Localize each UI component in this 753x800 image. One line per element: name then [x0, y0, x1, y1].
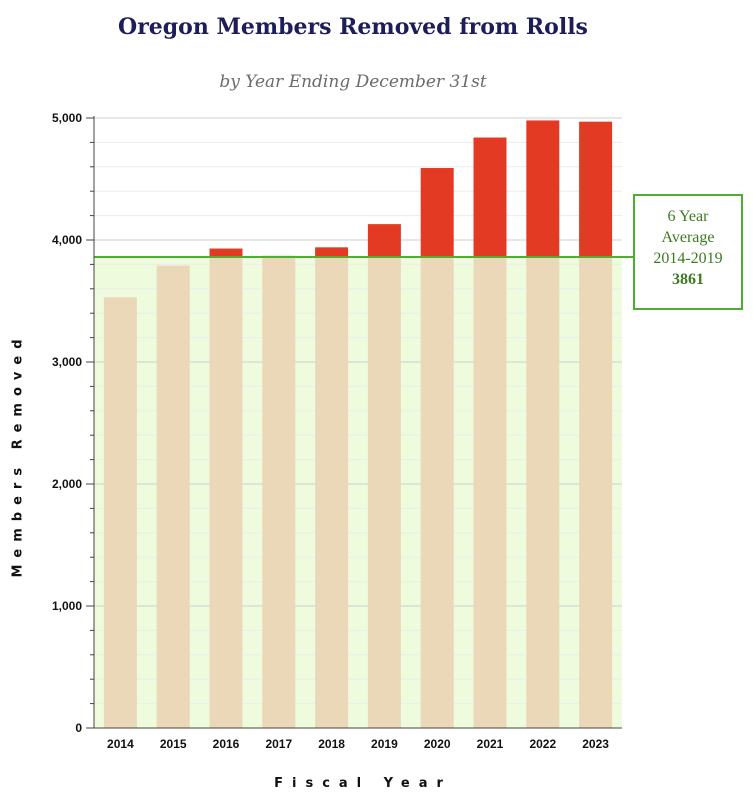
x-tick-label: 2019 [371, 737, 398, 751]
x-tick-label: 2020 [424, 737, 451, 751]
bar-above-average [420, 168, 454, 257]
y-tick-label: 4,000 [52, 233, 82, 247]
x-tick-label: 2023 [582, 737, 609, 751]
chart-title: Oregon Members Removed from Rolls [118, 14, 588, 40]
x-tick-label: 2022 [529, 737, 556, 751]
bar-below-average [209, 256, 243, 728]
bar-below-average [315, 256, 349, 728]
bar-above-average [526, 120, 560, 257]
average-label-line-3: 2014-2019 [653, 250, 723, 267]
y-tick-label: 5,000 [52, 111, 82, 125]
x-tick-label: 2021 [477, 737, 504, 751]
bars [103, 120, 613, 728]
bar-below-average [420, 256, 454, 728]
x-tick-label: 2018 [318, 737, 345, 751]
x-tick-label: 2014 [107, 737, 134, 751]
average-callout: 6 Year Average 2014-2019 3861 [633, 194, 743, 310]
y-tick-label: 1,000 [52, 599, 82, 613]
average-label-line-1: 6 Year [667, 208, 709, 225]
axes: 2014 2015 2016 2017 2018 2019 2020 2021 2022 2023… [52, 111, 633, 751]
bar-above-average [209, 248, 243, 257]
bar-below-average [156, 265, 190, 728]
bar-below-average [367, 256, 401, 728]
bar-above-average [473, 137, 507, 257]
bar-above-average [367, 224, 401, 257]
average-label-line-2: Average [661, 229, 715, 246]
x-tick-label: 2015 [160, 737, 187, 751]
y-tick-label: 3,000 [52, 355, 82, 369]
y-tick-label: 0 [75, 721, 82, 735]
x-tick-label: 2016 [213, 737, 240, 751]
bar-below-average [103, 297, 137, 728]
y-tick-label: 2,000 [52, 477, 82, 491]
bar-below-average [579, 256, 613, 728]
bar-above-average [315, 247, 349, 257]
bar-below-average [473, 256, 507, 728]
x-axis-label: Fiscal Year [274, 776, 452, 791]
chart-subtitle: by Year Ending December 31st [219, 72, 487, 92]
bar-below-average [526, 256, 560, 728]
bar-below-average [262, 256, 296, 728]
x-tick-label: 2017 [265, 737, 292, 751]
average-value: 3861 [672, 271, 704, 288]
bar-above-average [579, 121, 613, 257]
